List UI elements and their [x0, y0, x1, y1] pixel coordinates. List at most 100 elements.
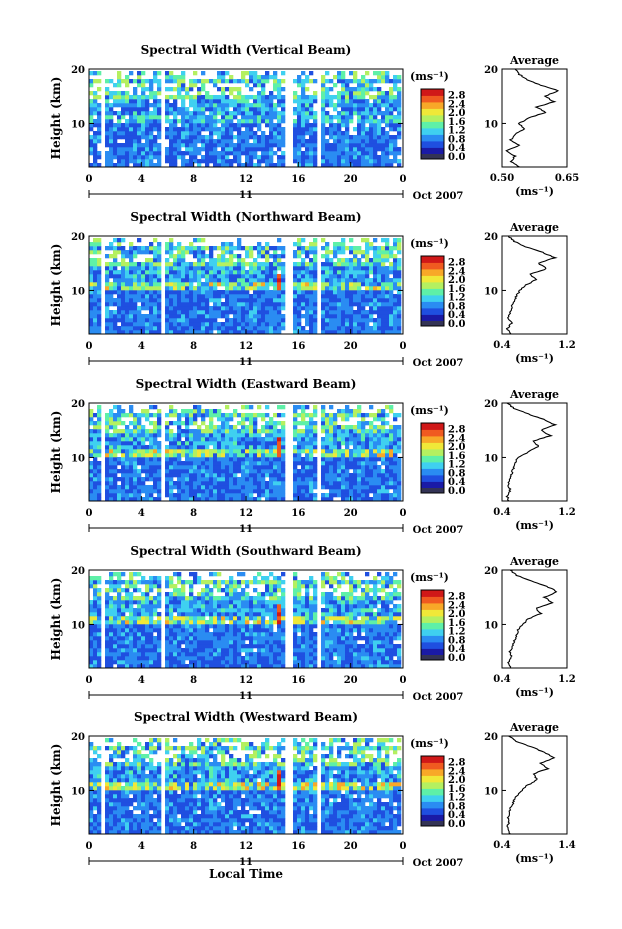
x-tick-label: 12: [239, 508, 253, 519]
colorbar-unit: (ms⁻¹): [410, 571, 449, 584]
colorbar-segment: [421, 423, 444, 430]
profile-title: Average: [509, 54, 559, 67]
profile-frame: [501, 569, 568, 669]
y-tick-label: 10: [71, 286, 85, 297]
x-tick-label: 12: [239, 841, 253, 852]
colorbar-frame: [420, 755, 445, 827]
colorbar-tick-label: 0.8: [448, 635, 465, 646]
x-tick-label: 0: [86, 341, 93, 352]
colorbar-tick-label: 1.6: [448, 784, 465, 795]
profile-y-tick-label: 10: [484, 453, 498, 464]
x-tick-label: 8: [190, 174, 197, 185]
colorbar-segment: [421, 308, 444, 315]
colorbar-frame: [420, 589, 445, 661]
colorbar-segment: [421, 295, 444, 302]
colorbar-segment: [421, 108, 444, 116]
colorbar-segment: [421, 596, 444, 604]
panel-title: Spectral Width (Eastward Beam): [136, 377, 357, 391]
colorbar: (ms⁻¹) 0.00.40.81.21.62.02.42.8: [410, 737, 465, 830]
colorbar-segment: [421, 95, 444, 103]
colorbar-tick-label: 0.0: [448, 319, 465, 330]
colorbar-tick-label: 2.0: [448, 108, 465, 119]
profile-x-tick-label: 1.2: [558, 674, 575, 685]
colorbar-segment: [421, 801, 444, 809]
colorbar-segment: [421, 642, 444, 649]
date-label: Oct 2007: [413, 692, 464, 703]
colorbar-tick-label: 2.0: [448, 442, 465, 453]
colorbar-tick-label: 2.4: [448, 99, 465, 110]
profile-line: [505, 402, 558, 502]
colorbar-segment: [421, 301, 444, 309]
x-axis-label: Local Time: [209, 867, 283, 881]
colorbar-tick-label: 1.6: [448, 117, 465, 128]
day-label: 11: [239, 691, 253, 702]
x-tick-label: 20: [344, 508, 358, 519]
heatmap-cells: [89, 238, 402, 335]
colorbar-segment: [421, 449, 444, 456]
colorbar-segment: [421, 795, 444, 802]
x-tick-label: 0: [400, 675, 407, 686]
profile-frame: [501, 735, 568, 835]
colorbar-segment: [421, 622, 444, 630]
day-label: 11: [239, 857, 253, 868]
colorbar-tick-label: 0.8: [448, 134, 465, 145]
colorbar-tick-label: 2.0: [448, 275, 465, 286]
date-label: Oct 2007: [413, 525, 464, 536]
y-axis-label: Height (km): [49, 744, 63, 827]
colorbar-segment: [421, 121, 444, 129]
profile-y-tick-label: 10: [484, 620, 498, 631]
colorbar-unit: (ms⁻¹): [410, 70, 449, 83]
profile-line: [506, 735, 556, 835]
y-axis-label: Height (km): [49, 578, 63, 661]
x-tick-label: 0: [86, 508, 93, 519]
x-tick-label: 0: [86, 675, 93, 686]
x-tick-label: 8: [190, 841, 197, 852]
date-label: Oct 2007: [413, 358, 464, 369]
colorbar-tick-label: 2.8: [448, 758, 465, 769]
y-tick-label: 20: [71, 566, 85, 577]
colorbar-tick-label: 1.2: [448, 293, 465, 304]
colorbar-segment: [421, 609, 444, 617]
colorbar-segment: [421, 455, 444, 463]
colorbar-tick-label: 2.4: [448, 266, 465, 277]
colorbar-tick-label: 0.4: [448, 143, 465, 154]
panel-title: Spectral Width (Vertical Beam): [141, 43, 352, 57]
x-tick-label: 0: [400, 174, 407, 185]
heatmap-cells: [89, 405, 402, 502]
colorbar-segment: [421, 616, 444, 623]
colorbar-tick-label: 0.0: [448, 486, 465, 497]
profile-x-tick-label: 0.4: [493, 507, 510, 518]
y-axis-label: Height (km): [49, 77, 63, 160]
profile-x-tick-label: 1.2: [558, 507, 575, 518]
y-tick-label: 20: [71, 232, 85, 243]
y-axis-label: Height (km): [49, 411, 63, 494]
colorbar-segment: [421, 429, 444, 437]
x-tick-label: 4: [138, 675, 145, 686]
colorbar-tick-label: 0.8: [448, 801, 465, 812]
colorbar-tick-label: 2.0: [448, 609, 465, 620]
colorbar-segment: [421, 89, 444, 96]
colorbar-tick-label: 0.0: [448, 819, 465, 830]
colorbar-floor: [421, 488, 444, 493]
colorbar-segment: [421, 769, 444, 776]
y-tick-label: 10: [71, 453, 85, 464]
profile-x-tick-label: 0.4: [493, 340, 510, 351]
average-profile: Average 10 20 0.4 1.4 (ms⁻¹): [484, 721, 576, 865]
colorbar-segment: [421, 475, 444, 482]
colorbar-tick-label: 1.2: [448, 460, 465, 471]
profile-y-tick-label: 20: [484, 566, 498, 577]
y-tick-label: 20: [71, 732, 85, 743]
colorbar-segment: [421, 128, 444, 135]
colorbar-tick-label: 0.0: [448, 152, 465, 163]
average-profile: Average 10 20 0.4 1.2 (ms⁻¹): [484, 555, 576, 699]
profile-x-label: (ms⁻¹): [515, 686, 554, 699]
panel-title: Spectral Width (Southward Beam): [130, 544, 361, 558]
colorbar-tick-label: 1.6: [448, 284, 465, 295]
colorbar-tick-label: 2.0: [448, 775, 465, 786]
colorbar-tick-label: 1.2: [448, 126, 465, 137]
colorbar-segment: [421, 288, 444, 296]
x-tick-label: 16: [291, 675, 305, 686]
x-tick-label: 20: [344, 341, 358, 352]
colorbar-tick-label: 0.4: [448, 477, 465, 488]
colorbar-segment: [421, 102, 444, 109]
